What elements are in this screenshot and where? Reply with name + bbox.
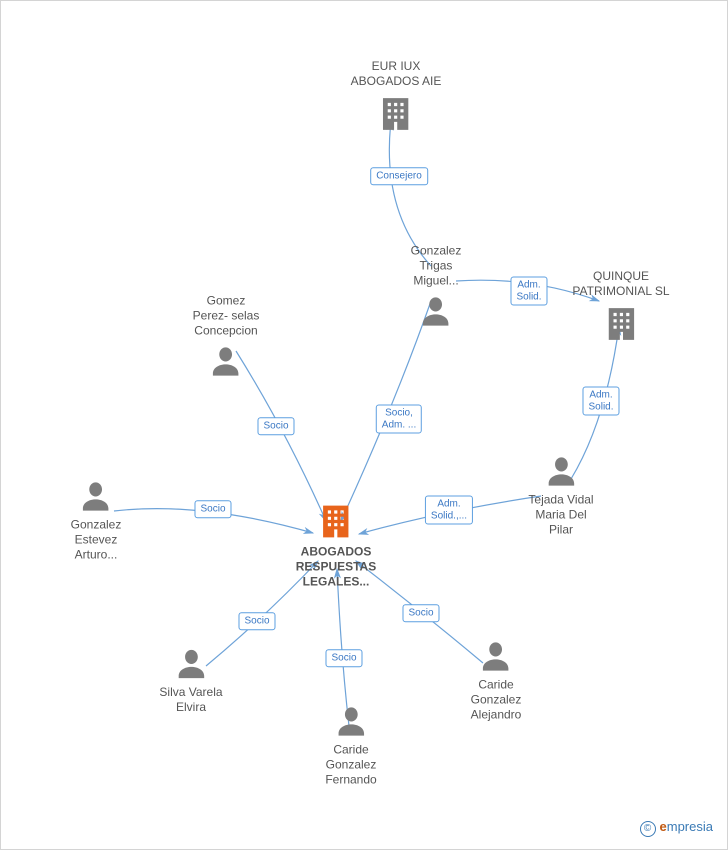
building-icon: [317, 503, 355, 541]
node-label: Caride Gonzalez Fernando: [325, 743, 376, 788]
person-icon: [79, 480, 113, 514]
node-caride_f[interactable]: Caride Gonzalez Fernando: [325, 705, 376, 788]
edge-label: Socio: [402, 604, 439, 622]
diagram-canvas: { "canvas": { "width": 728, "height": 85…: [0, 0, 728, 850]
node-central[interactable]: ABOGADOS RESPUESTAS LEGALES...: [296, 503, 376, 590]
person-icon: [544, 455, 578, 489]
node-label: Gonzalez Trigas Miguel...: [411, 244, 462, 289]
edge-label: Socio, Adm. ...: [376, 405, 422, 434]
node-label: Gomez Perez- selas Concepcion: [193, 294, 260, 339]
person-icon: [419, 295, 453, 329]
node-label: ABOGADOS RESPUESTAS LEGALES...: [296, 545, 376, 590]
node-label: EUR IUX ABOGADOS AIE: [351, 59, 442, 89]
node-caride_a[interactable]: Caride Gonzalez Alejandro: [471, 640, 522, 723]
edge-label: Socio: [194, 500, 231, 518]
edge: [337, 569, 349, 726]
node-label: Silva Varela Elvira: [159, 685, 222, 715]
person-icon: [479, 640, 513, 674]
node-quinque[interactable]: QUINQUE PATRIMONIAL SL: [572, 269, 669, 343]
node-silva[interactable]: Silva Varela Elvira: [159, 647, 222, 715]
node-label: Tejada Vidal Maria Del Pilar: [528, 493, 593, 538]
node-label: Gonzalez Estevez Arturo...: [71, 518, 122, 563]
node-gonzalez_estevez[interactable]: Gonzalez Estevez Arturo...: [71, 480, 122, 563]
edge-label: Adm. Solid.: [582, 387, 619, 416]
node-eur[interactable]: EUR IUX ABOGADOS AIE: [351, 59, 442, 133]
node-label: QUINQUE PATRIMONIAL SL: [572, 269, 669, 299]
building-icon: [377, 95, 415, 133]
edge-label: Adm. Solid.: [510, 277, 547, 306]
edge-label: Socio: [325, 649, 362, 667]
edge-label: Socio: [257, 417, 294, 435]
person-icon: [174, 647, 208, 681]
node-gonzalez_trigas[interactable]: Gonzalez Trigas Miguel...: [411, 244, 462, 329]
edge-label: Consejero: [370, 167, 428, 185]
building-icon: [602, 305, 640, 343]
edge-label: Socio: [238, 612, 275, 630]
footer-copyright: ©empresia: [640, 819, 713, 837]
edge-label: Adm. Solid.,...: [425, 496, 473, 525]
node-tejada[interactable]: Tejada Vidal Maria Del Pilar: [528, 455, 593, 538]
node-label: Caride Gonzalez Alejandro: [471, 678, 522, 723]
node-gomez[interactable]: Gomez Perez- selas Concepcion: [193, 294, 260, 379]
person-icon: [209, 345, 243, 379]
person-icon: [334, 705, 368, 739]
